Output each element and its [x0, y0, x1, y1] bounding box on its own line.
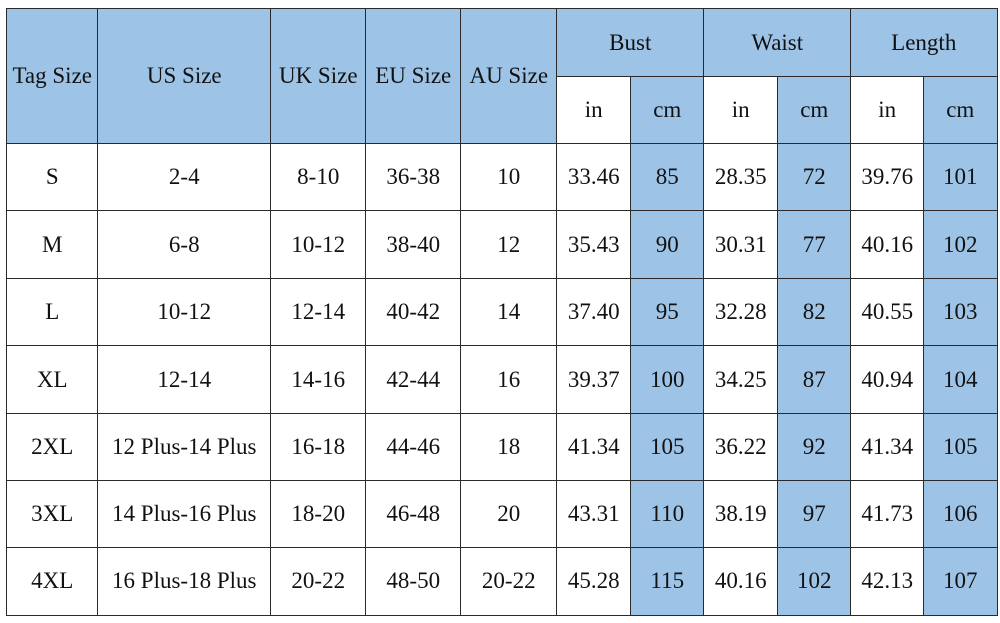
table-cell: 14: [460, 278, 558, 347]
table-cell: 36.22: [703, 413, 779, 482]
table-cell: 6-8: [97, 210, 272, 280]
table-cell: 87: [777, 345, 852, 415]
table-cell: L: [6, 278, 99, 347]
table-cell: 77: [777, 210, 852, 280]
table-cell: 8-10: [270, 143, 367, 212]
table-cell: 115: [630, 547, 705, 616]
table-cell: 46-48: [365, 480, 462, 549]
group-header: Bust: [556, 8, 705, 78]
table-cell: 10: [460, 143, 558, 212]
table-cell: 40.16: [703, 547, 779, 616]
table-cell: 10-12: [270, 210, 367, 280]
group-header: Waist: [703, 8, 852, 78]
table-cell: 39.37: [556, 345, 632, 415]
table-cell: 35.43: [556, 210, 632, 280]
table-cell: 18-20: [270, 480, 367, 549]
table-cell: 41.34: [556, 413, 632, 482]
column-header: Tag Size: [6, 8, 99, 145]
table-cell: 18: [460, 413, 558, 482]
table-cell: 36-38: [365, 143, 462, 212]
table-cell: 16 Plus-18 Plus: [97, 547, 272, 616]
table-cell: 20: [460, 480, 558, 549]
table-cell: 39.76: [850, 143, 925, 212]
table-cell: 38.19: [703, 480, 779, 549]
column-header: UK Size: [270, 8, 367, 145]
table-cell: 10-12: [97, 278, 272, 347]
table-cell: 40.94: [850, 345, 925, 415]
table-cell: 2-4: [97, 143, 272, 212]
table-cell: 28.35: [703, 143, 779, 212]
table-cell: 100: [630, 345, 705, 415]
table-cell: 45.28: [556, 547, 632, 616]
table-cell: 4XL: [6, 547, 99, 616]
table-cell: 40.16: [850, 210, 925, 280]
column-header: US Size: [97, 8, 272, 145]
table-cell: 40.55: [850, 278, 925, 347]
unit-header: in: [703, 76, 779, 145]
table-cell: 41.34: [850, 413, 925, 482]
table-cell: 3XL: [6, 480, 99, 549]
table-cell: 32.28: [703, 278, 779, 347]
table-cell: 101: [923, 143, 998, 212]
table-cell: 43.31: [556, 480, 632, 549]
table-cell: 97: [777, 480, 852, 549]
table-cell: 82: [777, 278, 852, 347]
table-cell: 42.13: [850, 547, 925, 616]
table-cell: 85: [630, 143, 705, 212]
table-cell: 102: [923, 210, 998, 280]
unit-header: in: [850, 76, 925, 145]
table-cell: 37.40: [556, 278, 632, 347]
table-cell: 107: [923, 547, 998, 616]
table-cell: 95: [630, 278, 705, 347]
table-cell: 14 Plus-16 Plus: [97, 480, 272, 549]
unit-header: cm: [630, 76, 705, 145]
table-cell: 102: [777, 547, 852, 616]
unit-header: in: [556, 76, 632, 145]
table-cell: 41.73: [850, 480, 925, 549]
table-cell: 20-22: [460, 547, 558, 616]
table-cell: 72: [777, 143, 852, 212]
table-cell: 104: [923, 345, 998, 415]
table-cell: 12-14: [97, 345, 272, 415]
table-cell: 14-16: [270, 345, 367, 415]
table-cell: M: [6, 210, 99, 280]
table-cell: 48-50: [365, 547, 462, 616]
group-header: Length: [850, 8, 998, 78]
table-cell: 16: [460, 345, 558, 415]
table-cell: 92: [777, 413, 852, 482]
table-cell: 2XL: [6, 413, 99, 482]
table-cell: 12: [460, 210, 558, 280]
table-cell: 20-22: [270, 547, 367, 616]
table-cell: 42-44: [365, 345, 462, 415]
table-cell: 33.46: [556, 143, 632, 212]
column-header: EU Size: [365, 8, 462, 145]
table-cell: 40-42: [365, 278, 462, 347]
table-cell: 44-46: [365, 413, 462, 482]
table-cell: 16-18: [270, 413, 367, 482]
table-cell: 38-40: [365, 210, 462, 280]
table-cell: 105: [923, 413, 998, 482]
table-cell: S: [6, 143, 99, 212]
unit-header: cm: [777, 76, 852, 145]
table-cell: 90: [630, 210, 705, 280]
table-cell: 12 Plus-14 Plus: [97, 413, 272, 482]
table-cell: 103: [923, 278, 998, 347]
table-cell: 105: [630, 413, 705, 482]
table-cell: 12-14: [270, 278, 367, 347]
table-cell: 106: [923, 480, 998, 549]
table-cell: 34.25: [703, 345, 779, 415]
unit-header: cm: [923, 76, 998, 145]
table-cell: 110: [630, 480, 705, 549]
table-cell: 30.31: [703, 210, 779, 280]
table-cell: XL: [6, 345, 99, 415]
column-header: AU Size: [460, 8, 558, 145]
